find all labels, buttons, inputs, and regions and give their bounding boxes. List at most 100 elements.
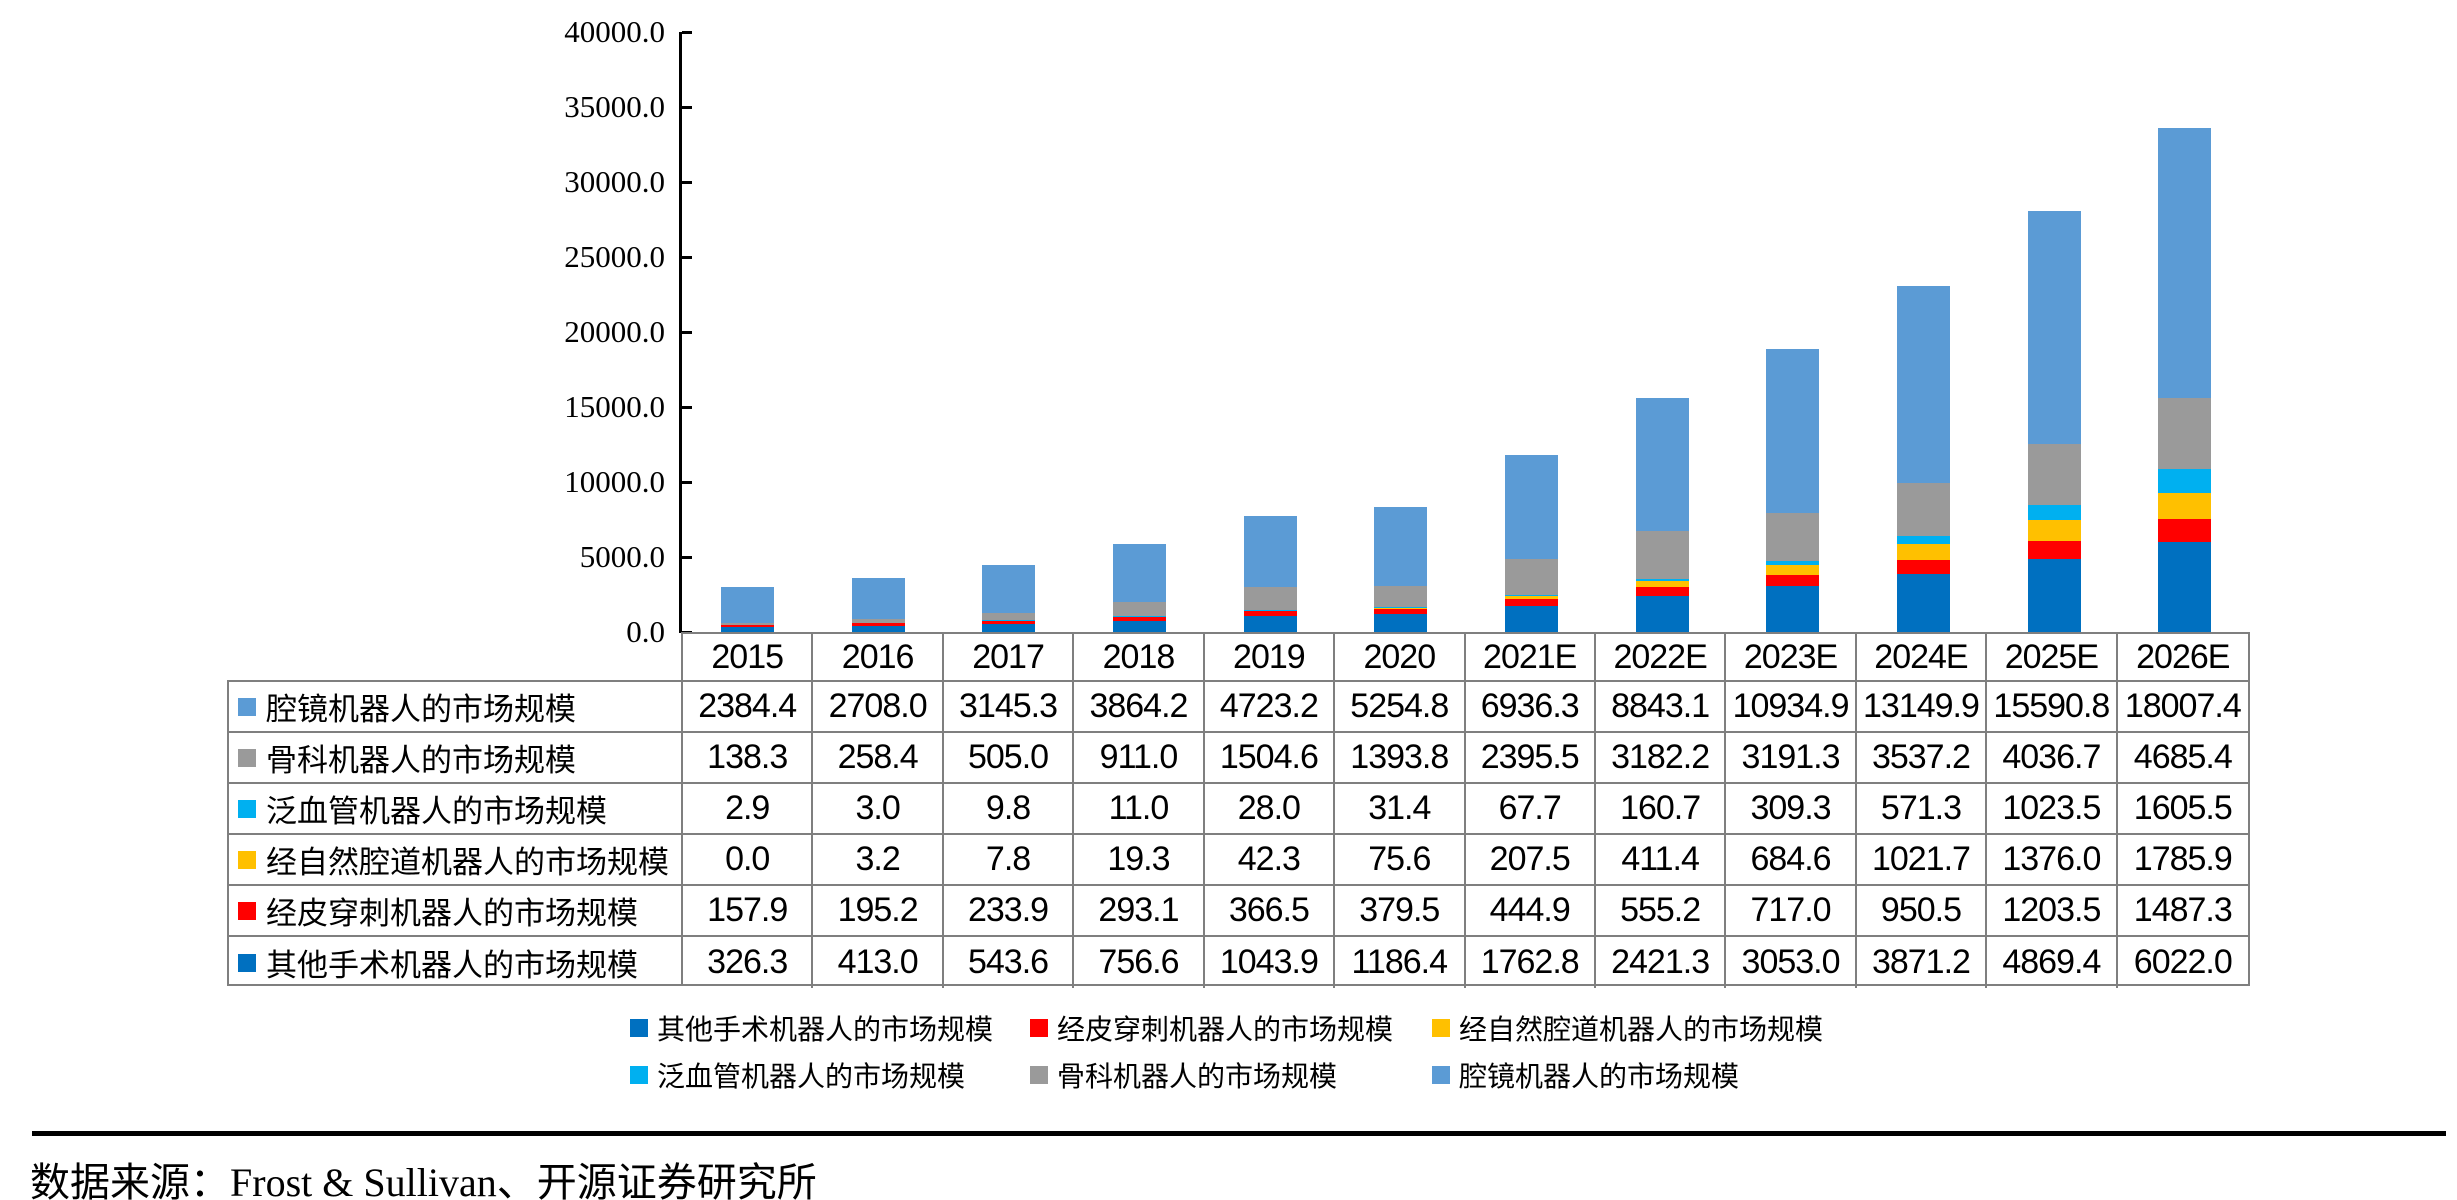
table-value-cell: 1785.9 — [2117, 835, 2248, 886]
table-value-cell: 11.0 — [1074, 784, 1205, 835]
bar-segment — [982, 620, 1036, 624]
table-value-cell: 309.3 — [1726, 784, 1857, 835]
y-axis-tick-label: 0.0 — [626, 614, 665, 649]
series-color-swatch — [238, 953, 256, 972]
bar-segment — [1504, 598, 1558, 606]
bar-segment — [1635, 587, 1689, 596]
series-color-swatch — [238, 850, 256, 869]
stacked-bar-2020 — [1374, 32, 1428, 632]
bar-segment — [1243, 616, 1297, 632]
y-axis-tick-mark — [682, 31, 692, 34]
bar-segment — [1243, 516, 1297, 588]
y-axis-tick-mark — [682, 331, 692, 334]
table-header-year: 2015 — [683, 634, 814, 682]
stacked-bar-2026E — [2158, 32, 2212, 632]
bar-segment — [2027, 210, 2081, 445]
y-axis-tick-label: 20000.0 — [564, 314, 665, 349]
table-header-year: 2020 — [1335, 634, 1466, 682]
bar-segment — [851, 618, 905, 623]
y-axis-tick-label: 40000.0 — [564, 14, 665, 49]
bar-segment — [2158, 468, 2212, 493]
legend-item: 经自然腔道机器人的市场规模 — [1432, 1012, 1823, 1046]
y-axis-tick-mark — [682, 106, 692, 109]
bar-segment — [720, 627, 774, 632]
table-value-cell: 138.3 — [683, 733, 814, 784]
table-value-cell: 160.7 — [1595, 784, 1727, 835]
table-value-cell: 1023.5 — [1987, 784, 2118, 835]
table-value-cell: 444.9 — [1465, 886, 1596, 937]
bar-segment — [1112, 620, 1166, 632]
series-color-swatch — [238, 697, 256, 716]
table-value-cell: 3053.0 — [1726, 937, 1857, 988]
table-value-cell: 2384.4 — [683, 682, 814, 733]
table-value-cell: 67.7 — [1465, 784, 1596, 835]
stacked-bar-2019 — [1243, 32, 1297, 632]
stacked-bar-2025E — [2027, 32, 2081, 632]
table-value-cell: 1605.5 — [2117, 784, 2248, 835]
bar-segment — [1766, 565, 1820, 576]
bar-segment — [1504, 558, 1558, 595]
bar-segment — [1635, 578, 1689, 582]
bar-segment — [2158, 519, 2212, 542]
bar-segment — [1635, 581, 1689, 588]
y-axis-tick-mark — [682, 481, 692, 484]
bar-segment — [1896, 573, 1950, 632]
bar-segment — [1635, 398, 1689, 532]
table-value-cell: 1393.8 — [1335, 733, 1466, 784]
bar-segment — [1243, 587, 1297, 610]
table-value-cell: 3.2 — [813, 835, 944, 886]
data-source-text: 数据来源：Frost & Sullivan、开源证券研究所 — [30, 1160, 817, 1200]
table-value-cell: 3864.2 — [1074, 682, 1205, 733]
table-value-cell: 4869.4 — [1987, 937, 2118, 988]
bar-segment — [2158, 398, 2212, 469]
series-label-text: 经自然腔道机器人的市场规模 — [266, 845, 669, 880]
table-value-cell: 9.8 — [943, 784, 1075, 835]
stacked-bar-2018 — [1112, 32, 1166, 632]
bar-segment — [2027, 558, 2081, 632]
table-value-cell: 1186.4 — [1335, 937, 1466, 988]
table-header-year: 2022E — [1595, 634, 1727, 682]
series-color-swatch — [238, 901, 256, 920]
bar-segment — [1112, 602, 1166, 616]
table-header-year: 2024E — [1856, 634, 1988, 682]
table-value-cell: 6022.0 — [2133, 943, 2233, 981]
table-value-cell: 684.6 — [1726, 835, 1857, 886]
series-label-text: 经皮穿刺机器人的市场规模 — [266, 896, 638, 931]
table-value-cell: 2708.0 — [813, 682, 944, 733]
table-value-cell: 379.5 — [1335, 886, 1466, 937]
bar-segment — [982, 565, 1036, 613]
legend-item: 腔镜机器人的市场规模 — [1432, 1059, 1739, 1093]
table-value-cell: 756.6 — [1074, 937, 1205, 988]
table-header-year: 2025E — [1987, 634, 2118, 682]
table-value-cell: 0.0 — [683, 835, 814, 886]
table-value-cell: 13149.9 — [1856, 682, 1988, 733]
table-value-cell: 7.8 — [943, 835, 1075, 886]
y-axis-tick-label: 10000.0 — [564, 464, 665, 499]
table-value-cell: 950.5 — [1856, 886, 1988, 937]
bar-segment — [1896, 559, 1950, 574]
legend-item: 经皮穿刺机器人的市场规模 — [1030, 1012, 1393, 1046]
table-value-cell: 326.3 — [683, 937, 814, 988]
bar-segment — [2027, 504, 2081, 521]
y-axis-tick-label: 5000.0 — [579, 539, 665, 574]
bar-segment — [1374, 586, 1428, 607]
legend-label: 经自然腔道机器人的市场规模 — [1459, 1015, 1824, 1046]
y-axis-tick-label: 15000.0 — [564, 389, 665, 424]
bar-segment — [1504, 605, 1558, 632]
table-value-cell: 293.1 — [1074, 886, 1205, 937]
bar-segment — [1112, 616, 1166, 621]
bar-segment — [1374, 607, 1428, 609]
bar-segment — [1504, 594, 1558, 596]
table-value-cell: 3182.2 — [1595, 733, 1727, 784]
series-label-text: 泛血管机器人的市场规模 — [266, 794, 607, 829]
table-value-cell: 2395.5 — [1465, 733, 1596, 784]
bar-segment — [1896, 544, 1950, 560]
bar-segment — [851, 622, 905, 626]
table-value-cell: 1504.6 — [1204, 733, 1336, 784]
table-header-year: 2016 — [813, 634, 944, 682]
table-value-cell: 543.6 — [944, 937, 1075, 988]
table-value-cell: 233.9 — [943, 886, 1075, 937]
bar-segment — [2158, 492, 2212, 520]
legend-label: 泛血管机器人的市场规模 — [657, 1062, 966, 1093]
table-value-cell: 4723.2 — [1204, 682, 1336, 733]
